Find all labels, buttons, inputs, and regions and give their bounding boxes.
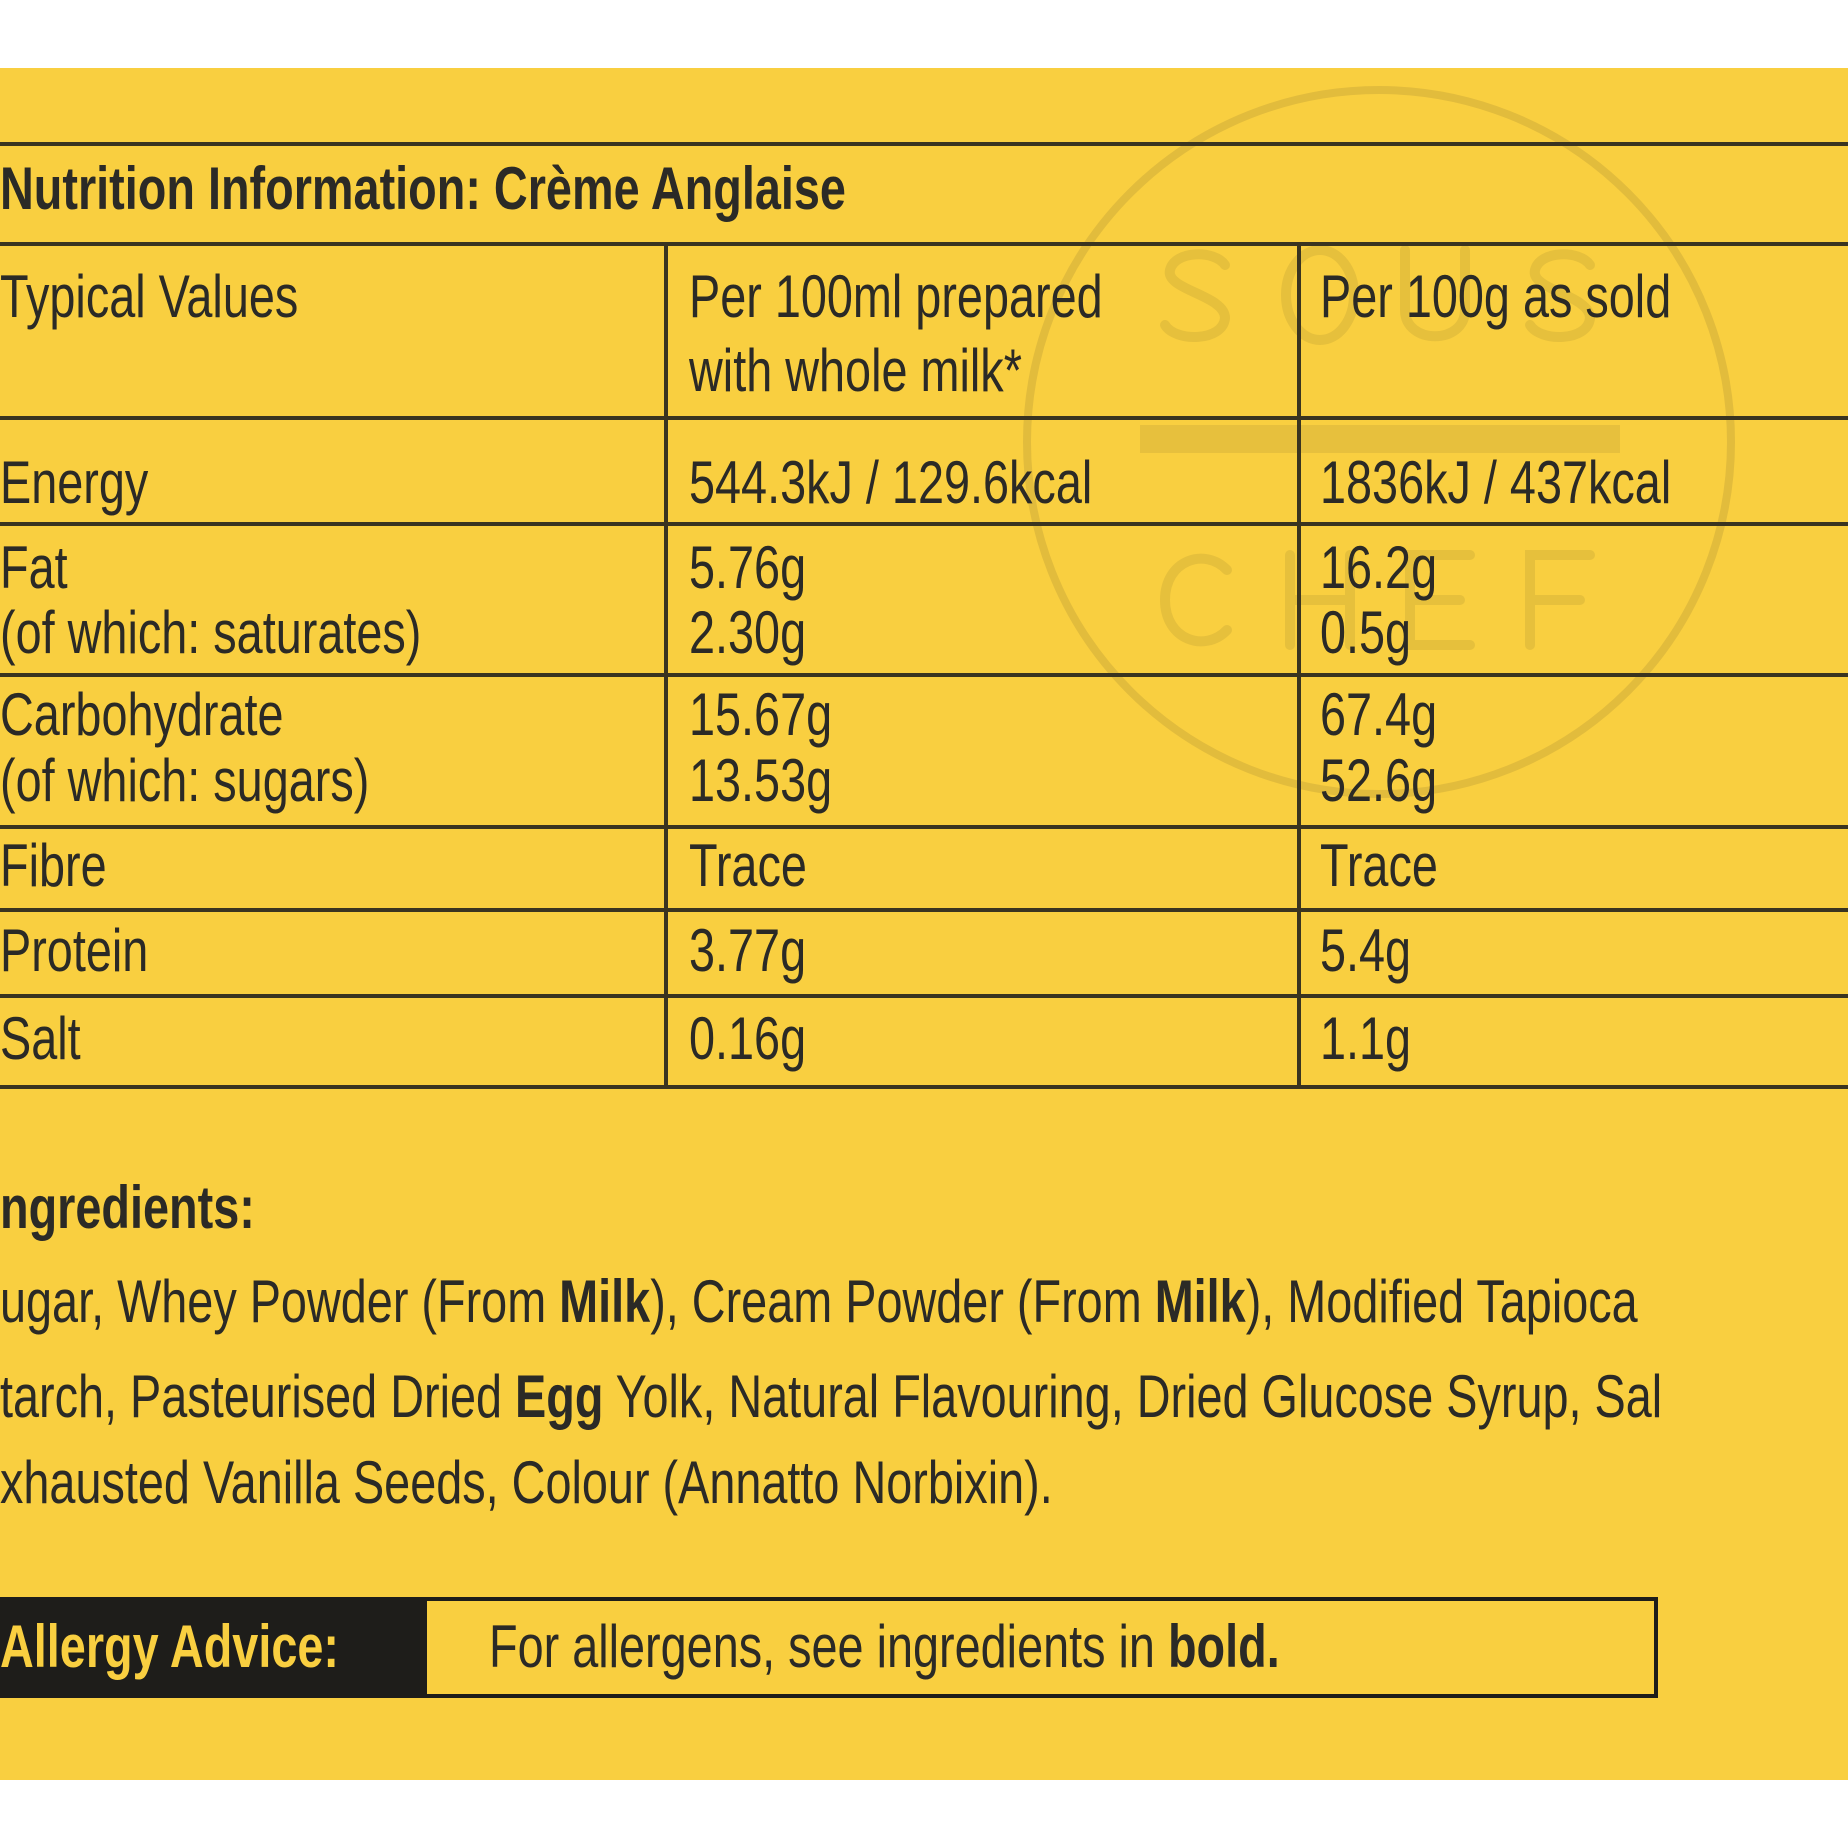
cell-fat-100ml: 5.76g <box>689 534 807 601</box>
cell-salt-100ml: 0.16g <box>689 1005 807 1072</box>
ingredients-line: xhausted Vanilla Seeds, Colour (Annatto … <box>0 1453 1053 1513</box>
table-title: Nutrition Information: Crème Anglaise <box>0 155 846 222</box>
ingredient-text: tarch, Pasteurised Dried <box>0 1363 516 1430</box>
ingredient-text: xhausted Vanilla Seeds, Colour (Annatto … <box>0 1449 1053 1516</box>
row-label-sugars: (of which: sugars) <box>0 747 370 814</box>
cell-protein-100g: 5.4g <box>1320 917 1412 984</box>
allergy-text-bold: bold. <box>1167 1613 1280 1680</box>
cell-energy-100ml: 544.3kJ / 129.6kcal <box>689 449 1093 516</box>
ingredient-text: Yolk, Natural Flavouring, Dried Glucose … <box>603 1363 1663 1430</box>
allergen-bold: Milk <box>1154 1268 1246 1335</box>
table-rule <box>0 522 1848 526</box>
cell-salt-100g: 1.1g <box>1320 1005 1412 1072</box>
column-divider <box>664 244 668 1087</box>
table-rule <box>0 908 1848 912</box>
table-rule <box>0 994 1848 998</box>
row-label-fibre: Fibre <box>0 832 107 899</box>
allergy-advice-label: Allergy Advice: <box>0 1613 339 1680</box>
table-rule <box>0 1085 1848 1089</box>
allergen-bold: Milk <box>559 1268 651 1335</box>
row-label-energy: Energy <box>0 449 149 516</box>
row-label-salt: Salt <box>0 1005 81 1072</box>
row-label-fat: Fat <box>0 534 68 601</box>
allergy-advice-text: For allergens, see ingredients in bold. <box>489 1617 1280 1677</box>
cell-protein-100ml: 3.77g <box>689 917 807 984</box>
ingredients-line: tarch, Pasteurised Dried Egg Yolk, Natur… <box>0 1367 1662 1427</box>
cell-fat-100g: 16.2g <box>1320 534 1438 601</box>
header-per-100ml-line2: with whole milk* <box>689 337 1022 404</box>
ingredient-text: ), Modified Tapioca <box>1245 1268 1638 1335</box>
cell-sugars-100ml: 13.53g <box>689 747 833 814</box>
column-divider <box>1297 244 1301 1087</box>
ingredients-line: ugar, Whey Powder (From Milk), Cream Pow… <box>0 1272 1638 1332</box>
table-rule <box>0 142 1848 146</box>
allergen-bold: Egg <box>515 1363 604 1430</box>
table-rule <box>0 825 1848 829</box>
header-per-100ml-line1: Per 100ml prepared <box>689 263 1103 330</box>
cell-fibre-100g: Trace <box>1320 832 1438 899</box>
ingredients-heading: ngredients: <box>0 1174 255 1241</box>
ingredient-text: ugar, Whey Powder (From <box>0 1268 560 1335</box>
row-label-protein: Protein <box>0 917 149 984</box>
cell-saturates-100g: 0.5g <box>1320 599 1412 666</box>
header-per-100g: Per 100g as sold <box>1320 263 1672 330</box>
table-rule <box>0 673 1848 677</box>
allergy-text-regular: For allergens, see ingredients in <box>489 1613 1168 1680</box>
cell-fibre-100ml: Trace <box>689 832 807 899</box>
row-label-carbohydrate: Carbohydrate <box>0 681 284 748</box>
table-rule <box>0 416 1848 420</box>
cell-carbohydrate-100ml: 15.67g <box>689 681 833 748</box>
row-label-saturates: (of which: saturates) <box>0 599 422 666</box>
cell-sugars-100g: 52.6g <box>1320 747 1438 814</box>
cell-saturates-100ml: 2.30g <box>689 599 807 666</box>
allergy-advice-box: Allergy Advice: For allergens, see ingre… <box>0 1597 1658 1698</box>
cell-carbohydrate-100g: 67.4g <box>1320 681 1438 748</box>
cell-energy-100g: 1836kJ / 437kcal <box>1320 449 1672 516</box>
ingredient-text: ), Cream Powder (From <box>650 1268 1155 1335</box>
header-typical-values: Typical Values <box>0 263 299 330</box>
table-rule <box>0 242 1848 246</box>
allergy-advice-label-bg: Allergy Advice: <box>0 1601 427 1694</box>
